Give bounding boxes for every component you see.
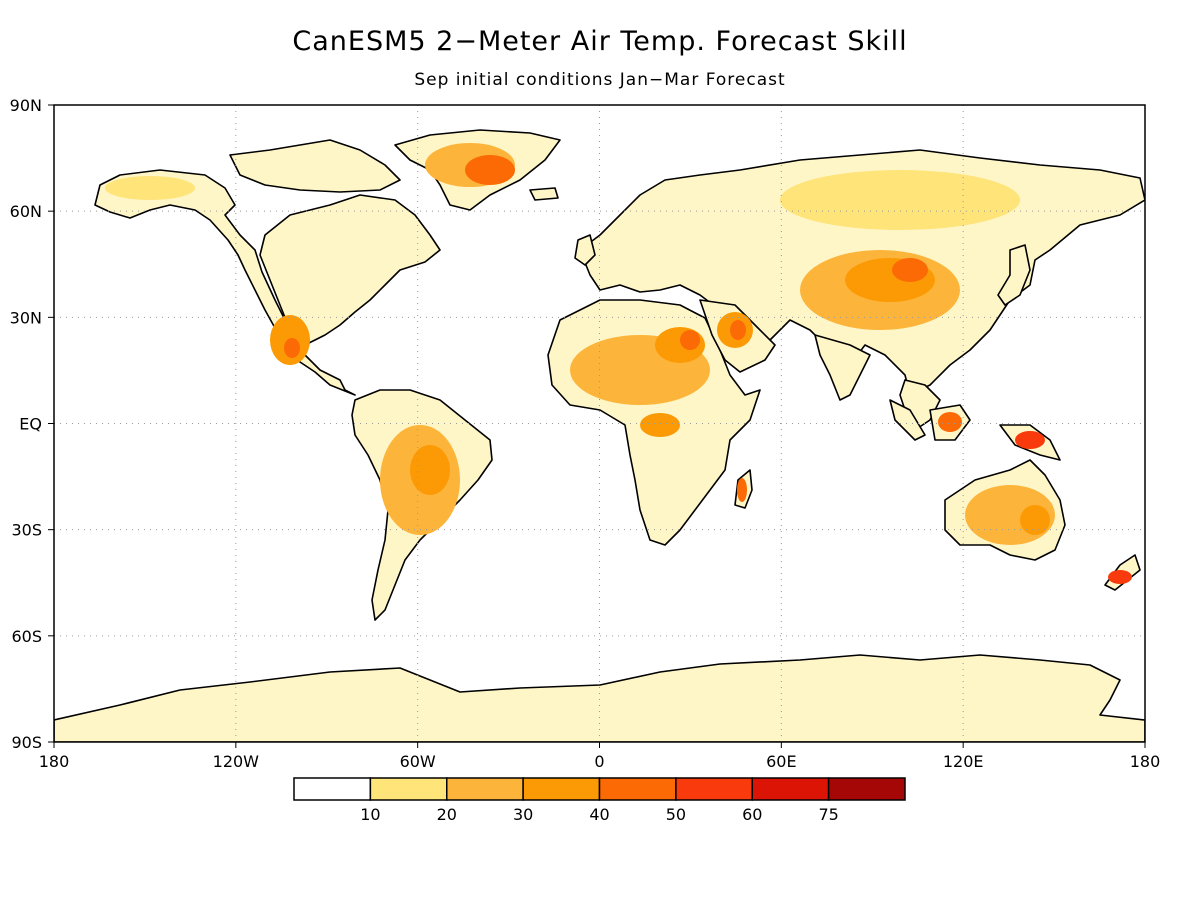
lat-tick-label: 30N xyxy=(10,308,42,327)
lat-tick-label: 90S xyxy=(11,733,42,752)
colorbar-swatch xyxy=(293,777,372,801)
british-isles xyxy=(574,234,596,266)
colorbar-label: 20 xyxy=(437,805,457,824)
colorbar-swatch xyxy=(446,777,524,801)
colorbar-label: 60 xyxy=(742,805,762,824)
lon-tick-label: 0 xyxy=(594,752,604,771)
chart-subtitle: Sep initial conditions Jan−Mar Forecast xyxy=(414,70,786,90)
colorbar-swatch xyxy=(827,777,906,801)
lat-tick-label: 90N xyxy=(10,96,42,115)
colorbar-swatch xyxy=(675,777,753,801)
map-layers xyxy=(54,105,1145,742)
lon-tick-label: 60W xyxy=(400,752,436,771)
japan xyxy=(997,244,1031,306)
north-america-east xyxy=(259,194,441,346)
colorbar-label: 10 xyxy=(360,805,380,824)
lon-tick-label: 120E xyxy=(943,752,984,771)
lat-tick-label: 30S xyxy=(11,521,42,540)
lon-tick-label: 180 xyxy=(1130,752,1161,771)
india xyxy=(814,334,871,401)
skill-shading xyxy=(105,143,1132,584)
colorbar-swatch xyxy=(751,777,830,801)
canadian-arctic xyxy=(229,139,401,193)
colorbar-label: 75 xyxy=(818,805,838,824)
sumatra xyxy=(889,399,926,441)
lat-tick-label: EQ xyxy=(19,415,42,434)
colorbar-swatch xyxy=(369,777,448,801)
colorbar-label: 30 xyxy=(513,805,533,824)
longitude-labels: 180 120W 60W 0 60E 120E 180 xyxy=(39,742,1161,771)
chart-title: CanESM5 2−Meter Air Temp. Forecast Skill xyxy=(292,26,908,57)
colorbar-swatch xyxy=(522,777,601,801)
lon-tick-label: 120W xyxy=(213,752,260,771)
lat-tick-label: 60S xyxy=(11,627,42,646)
colorbar-label: 50 xyxy=(666,805,686,824)
antarctica xyxy=(54,654,1145,742)
colorbar-label: 40 xyxy=(589,805,609,824)
colorbar-swatch xyxy=(598,777,677,801)
latitude-labels: 90N 60N 30N EQ 30S 60S 90S xyxy=(10,96,54,752)
iceland xyxy=(529,187,559,201)
colorbar: 10 20 30 40 50 60 75 xyxy=(293,777,906,824)
lon-tick-label: 180 xyxy=(39,752,70,771)
lon-tick-label: 60E xyxy=(766,752,796,771)
lat-tick-label: 60N xyxy=(10,202,42,221)
graticule xyxy=(54,105,1145,742)
